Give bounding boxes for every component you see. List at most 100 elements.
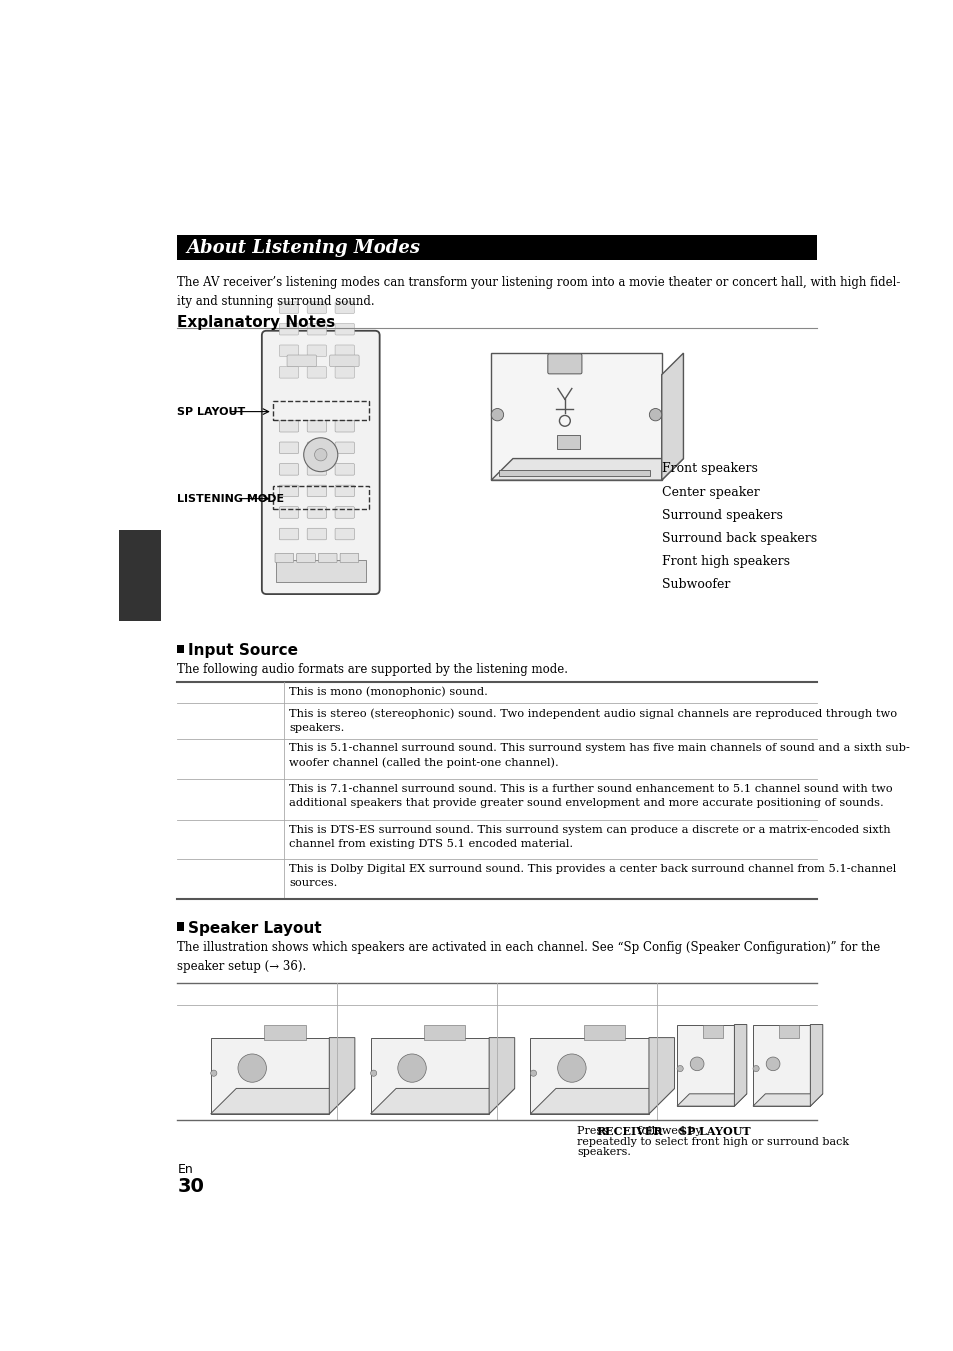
- FancyBboxPatch shape: [279, 463, 298, 476]
- FancyBboxPatch shape: [307, 323, 326, 335]
- Bar: [177, 644, 183, 654]
- Text: SP LAYOUT: SP LAYOUT: [679, 1127, 750, 1138]
- Text: SP LAYOUT: SP LAYOUT: [177, 407, 245, 416]
- FancyBboxPatch shape: [335, 345, 355, 357]
- Circle shape: [237, 1054, 266, 1082]
- Text: This is 5.1-channel surround sound. This surround system has five main channels : This is 5.1-channel surround sound. This…: [289, 743, 909, 769]
- Text: speakers.: speakers.: [577, 1147, 630, 1156]
- FancyBboxPatch shape: [279, 442, 298, 454]
- FancyBboxPatch shape: [279, 507, 298, 519]
- Bar: [778, 1024, 798, 1039]
- FancyBboxPatch shape: [335, 528, 355, 540]
- Text: Front high speakers: Front high speakers: [661, 555, 789, 567]
- Circle shape: [303, 438, 337, 471]
- Bar: [702, 1024, 722, 1039]
- FancyBboxPatch shape: [335, 323, 355, 335]
- FancyBboxPatch shape: [279, 366, 298, 378]
- FancyBboxPatch shape: [279, 528, 298, 540]
- Polygon shape: [809, 1024, 821, 1106]
- Text: This is mono (monophonic) sound.: This is mono (monophonic) sound.: [289, 686, 487, 697]
- FancyBboxPatch shape: [307, 345, 326, 357]
- Bar: [530, 1038, 648, 1113]
- FancyBboxPatch shape: [279, 301, 298, 313]
- Circle shape: [765, 1056, 780, 1071]
- Polygon shape: [677, 1094, 746, 1106]
- Circle shape: [397, 1054, 426, 1082]
- FancyBboxPatch shape: [279, 485, 298, 497]
- Text: This is 7.1-channel surround sound. This is a further sound enhancement to 5.1 c: This is 7.1-channel surround sound. This…: [289, 784, 892, 808]
- FancyBboxPatch shape: [307, 301, 326, 313]
- FancyBboxPatch shape: [335, 442, 355, 454]
- Circle shape: [558, 1054, 585, 1082]
- Circle shape: [370, 1070, 376, 1077]
- Polygon shape: [329, 1038, 355, 1113]
- Bar: [211, 1038, 329, 1113]
- Bar: [491, 353, 661, 480]
- Circle shape: [530, 1070, 536, 1077]
- Bar: [264, 1025, 305, 1040]
- Polygon shape: [648, 1038, 674, 1113]
- FancyBboxPatch shape: [307, 366, 326, 378]
- Bar: [557, 435, 579, 450]
- FancyBboxPatch shape: [287, 355, 316, 366]
- Bar: [677, 1024, 734, 1106]
- Text: This is DTS-ES surround sound. This surround system can produce a discrete or a : This is DTS-ES surround sound. This surr…: [289, 825, 890, 848]
- Circle shape: [314, 449, 327, 461]
- Text: Surround back speakers: Surround back speakers: [661, 532, 816, 544]
- Circle shape: [649, 408, 661, 422]
- FancyBboxPatch shape: [547, 354, 581, 374]
- Polygon shape: [489, 1038, 515, 1113]
- FancyBboxPatch shape: [307, 485, 326, 497]
- FancyBboxPatch shape: [261, 331, 379, 594]
- FancyBboxPatch shape: [335, 301, 355, 313]
- Circle shape: [491, 408, 503, 422]
- Text: Explanatory Notes: Explanatory Notes: [177, 315, 335, 330]
- Text: Surround speakers: Surround speakers: [661, 508, 781, 521]
- Polygon shape: [370, 1089, 515, 1113]
- FancyBboxPatch shape: [335, 507, 355, 519]
- Bar: [273, 485, 369, 508]
- FancyBboxPatch shape: [296, 554, 315, 562]
- Text: The AV receiver’s listening modes can transform your listening room into a movie: The AV receiver’s listening modes can tr…: [177, 276, 900, 308]
- Text: This is Dolby Digital EX surround sound. This provides a center back surround ch: This is Dolby Digital EX surround sound.…: [289, 863, 895, 888]
- Bar: [119, 530, 161, 621]
- Text: repeatedly to select front high or surround back: repeatedly to select front high or surro…: [577, 1138, 848, 1147]
- Text: Speaker Layout: Speaker Layout: [188, 920, 321, 936]
- Text: Subwoofer: Subwoofer: [661, 578, 729, 590]
- Text: Press: Press: [577, 1127, 611, 1136]
- Text: LISTENING MODE: LISTENING MODE: [177, 493, 284, 504]
- FancyBboxPatch shape: [330, 355, 358, 366]
- FancyBboxPatch shape: [307, 463, 326, 476]
- FancyBboxPatch shape: [335, 366, 355, 378]
- Text: The following audio formats are supported by the listening mode.: The following audio formats are supporte…: [177, 662, 568, 676]
- Text: En: En: [177, 1163, 193, 1177]
- Circle shape: [690, 1056, 703, 1071]
- Text: 30: 30: [177, 1177, 204, 1196]
- Bar: [423, 1025, 465, 1040]
- FancyBboxPatch shape: [274, 554, 294, 562]
- Bar: [177, 235, 816, 259]
- Text: Center speaker: Center speaker: [661, 485, 759, 499]
- Bar: [273, 401, 369, 420]
- FancyBboxPatch shape: [335, 420, 355, 432]
- FancyBboxPatch shape: [307, 442, 326, 454]
- Bar: [275, 561, 365, 582]
- Polygon shape: [734, 1024, 746, 1106]
- FancyBboxPatch shape: [307, 420, 326, 432]
- FancyBboxPatch shape: [279, 323, 298, 335]
- Text: Input Source: Input Source: [188, 643, 298, 658]
- FancyBboxPatch shape: [318, 554, 336, 562]
- Polygon shape: [530, 1089, 674, 1113]
- FancyBboxPatch shape: [279, 420, 298, 432]
- FancyBboxPatch shape: [307, 507, 326, 519]
- Text: Front speakers: Front speakers: [661, 462, 757, 476]
- Text: followed by: followed by: [634, 1127, 705, 1136]
- Text: The illustration shows which speakers are activated in each channel. See “Sp Con: The illustration shows which speakers ar…: [177, 940, 880, 973]
- Polygon shape: [211, 1089, 355, 1113]
- Bar: [370, 1038, 489, 1113]
- Polygon shape: [661, 353, 682, 480]
- Polygon shape: [752, 1094, 821, 1106]
- Text: RECEIVER: RECEIVER: [596, 1127, 662, 1138]
- Bar: [177, 923, 183, 931]
- Text: This is stereo (stereophonic) sound. Two independent audio signal channels are r: This is stereo (stereophonic) sound. Two…: [289, 708, 896, 732]
